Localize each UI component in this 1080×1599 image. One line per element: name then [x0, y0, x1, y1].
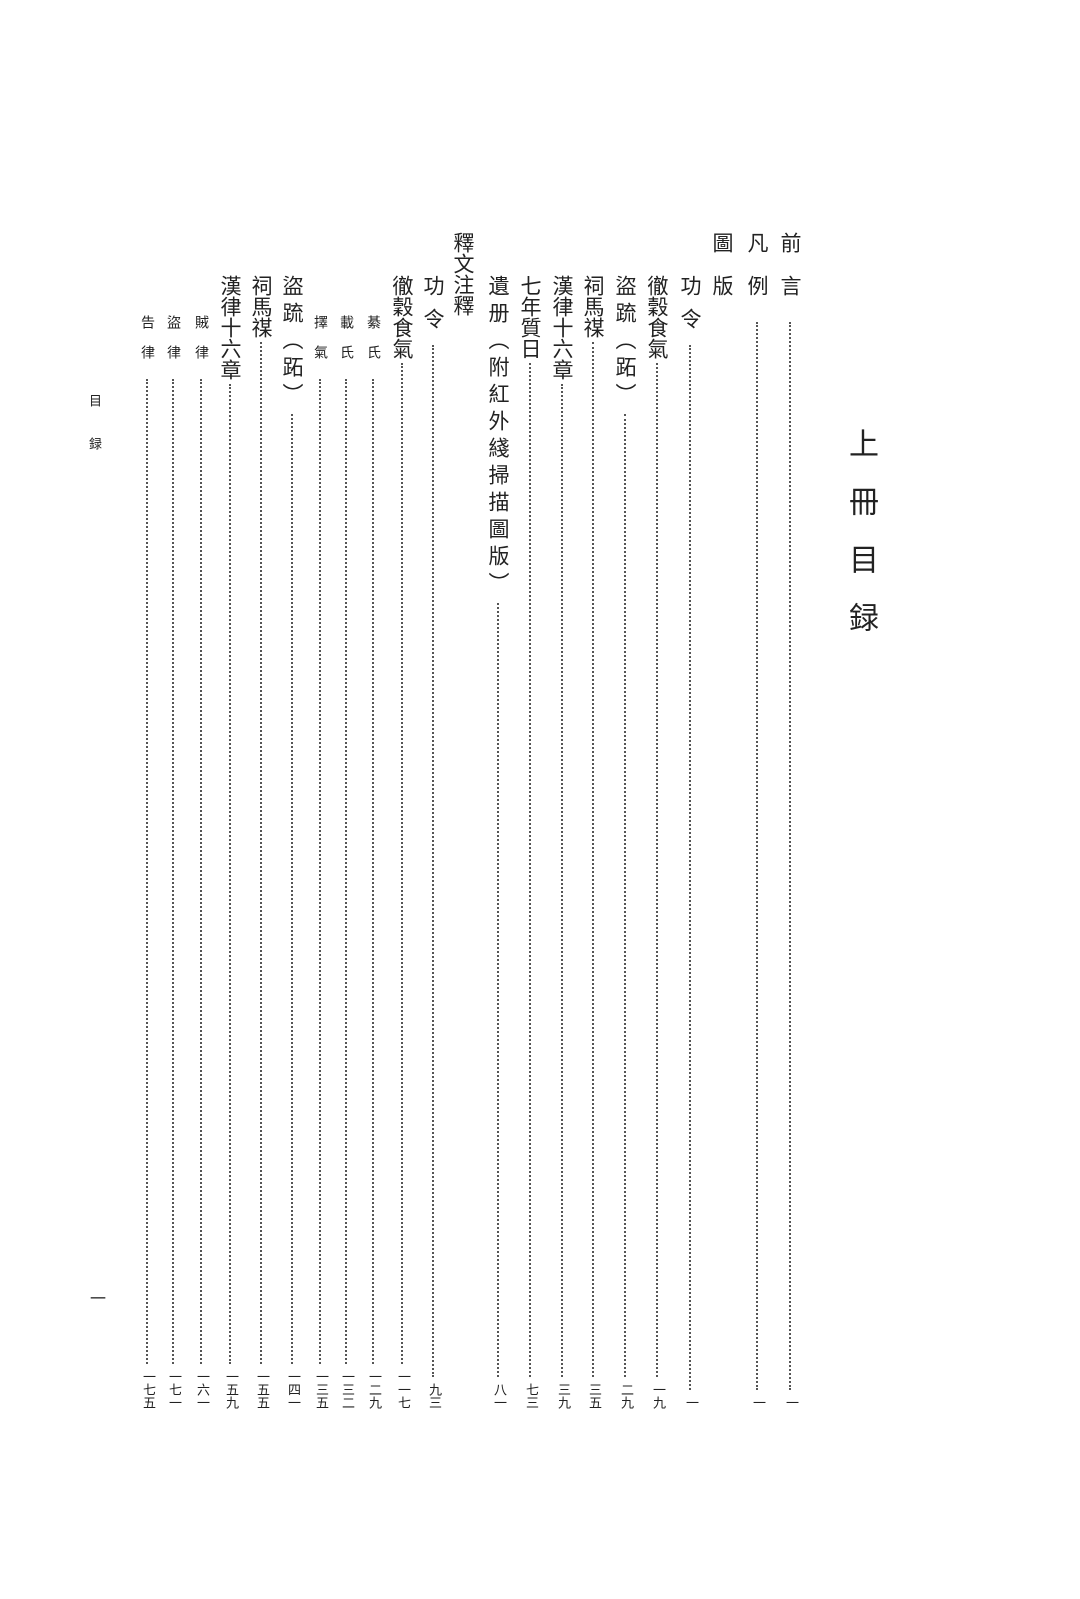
entry-title: 前言 [778, 232, 802, 318]
dot-leader [229, 384, 231, 1364]
entry-title: 盜䟽（跖） [280, 275, 304, 410]
entry-title: 祠馬禖 [249, 275, 273, 338]
entry-title: 賊律 [193, 315, 209, 375]
toc-entry[interactable]: 擇氣 一三五 [307, 315, 333, 1409]
entry-title: 圖版 [710, 232, 734, 318]
dot-leader [291, 414, 293, 1364]
toc-entry[interactable]: 祠馬禖 一五五 [248, 275, 274, 1409]
toc-entry[interactable]: 漢律十六章 一五九 [217, 275, 243, 1409]
running-head: 目録 [86, 394, 101, 480]
entry-title: 釋文注釋 [451, 232, 475, 316]
entry-title: 功令 [421, 275, 445, 341]
toc-entry[interactable]: 七年質日 七三 [517, 275, 543, 1409]
entry-title: 盜律 [165, 315, 181, 375]
entry-page-number: 一二九 [366, 1370, 381, 1409]
entry-title: 徹穀食氣 [390, 275, 414, 359]
entry-page-number: 一六一 [194, 1370, 209, 1409]
entry-page-number: 一 [750, 1396, 765, 1409]
dot-leader [345, 379, 347, 1364]
entry-page-number: 一七一 [166, 1370, 181, 1409]
toc-entry[interactable]: 圖版 [709, 232, 735, 318]
dot-leader [529, 363, 531, 1377]
entry-page-number: 三九 [555, 1383, 570, 1409]
dot-leader [756, 322, 758, 1390]
page-title: 上冊目録 [843, 428, 878, 660]
entry-page-number: 一五九 [223, 1370, 238, 1409]
dot-leader [689, 345, 691, 1390]
toc-entry[interactable]: 盜䟽（跖） 一四一 [279, 275, 305, 1409]
entry-title: 徹穀食氣 [645, 275, 669, 359]
toc-entry[interactable]: 遺册（附紅外綫掃描圖版） 八一 [485, 275, 511, 1409]
entry-title: 漢律十六章 [550, 275, 574, 380]
dot-leader [561, 384, 563, 1377]
entry-page-number: 一三二 [339, 1370, 354, 1409]
dot-leader [146, 379, 148, 1364]
entry-title: 功令 [678, 275, 702, 341]
entry-title: 遺册（附紅外綫掃描圖版） [486, 275, 510, 599]
entry-title: 凡例 [745, 232, 769, 318]
entry-page-number: 八一 [491, 1383, 506, 1409]
entry-page-number: 一七五 [140, 1370, 155, 1409]
toc-entry[interactable]: 告律 一七五 [134, 315, 160, 1409]
entry-title: 七年質日 [518, 275, 542, 359]
toc-entry[interactable]: 盜䟽（跖） 二九 [612, 275, 638, 1409]
entry-page-number: 一四一 [285, 1370, 300, 1409]
entry-page-number: 三五 [586, 1383, 601, 1409]
entry-page-number: 一五五 [254, 1370, 269, 1409]
dot-leader [319, 379, 321, 1364]
entry-page-number: 一一七 [395, 1370, 410, 1409]
toc-entry[interactable]: 前言一 [777, 232, 803, 1409]
entry-page-number: 九三 [426, 1383, 441, 1409]
entry-title: 盜䟽（跖） [613, 275, 637, 410]
entry-title: 漢律十六章 [218, 275, 242, 380]
dot-leader [497, 603, 499, 1377]
toc-entry[interactable]: 功令一 [677, 275, 703, 1409]
entry-page-number: 一九 [650, 1383, 665, 1409]
dot-leader [592, 342, 594, 1377]
toc-entry[interactable]: 盜律 一七一 [160, 315, 186, 1409]
toc-entry[interactable]: 祠馬禖 三五 [580, 275, 606, 1409]
page-number: 一 [87, 1290, 106, 1306]
entry-page-number: 一 [683, 1396, 698, 1409]
dot-leader [624, 414, 626, 1377]
dot-leader [789, 322, 791, 1390]
toc-entry[interactable]: 徹穀食氣 一九 [644, 275, 670, 1409]
dot-leader [432, 345, 434, 1377]
entry-title: 擇氣 [312, 315, 328, 375]
dot-leader [200, 379, 202, 1364]
toc-entry[interactable]: 載氏 一三二 [333, 315, 359, 1409]
dot-leader [172, 379, 174, 1364]
toc-entry[interactable]: 徹穀食氣 一一七 [389, 275, 415, 1409]
dot-leader [372, 379, 374, 1364]
toc-entry[interactable]: 賊律 一六一 [188, 315, 214, 1409]
entry-title: 載氏 [338, 315, 354, 375]
toc-entry[interactable]: 功令 九三 [420, 275, 446, 1409]
entry-title: 綦氏 [365, 315, 381, 375]
entry-page-number: 二九 [618, 1383, 633, 1409]
toc-entry[interactable]: 凡例一 [744, 232, 770, 1409]
dot-leader [401, 363, 403, 1364]
dot-leader [656, 363, 658, 1377]
entry-page-number: 一 [783, 1396, 798, 1409]
dot-leader [260, 342, 262, 1364]
toc-entry[interactable]: 綦氏 一二九 [360, 315, 386, 1409]
toc-entry[interactable]: 漢律十六章 三九 [549, 275, 575, 1409]
entry-title: 祠馬禖 [581, 275, 605, 338]
entry-page-number: 一三五 [313, 1370, 328, 1409]
entry-page-number: 七三 [523, 1383, 538, 1409]
entry-title: 告律 [139, 315, 155, 375]
toc-entry[interactable]: 釋文注釋 [450, 232, 476, 316]
